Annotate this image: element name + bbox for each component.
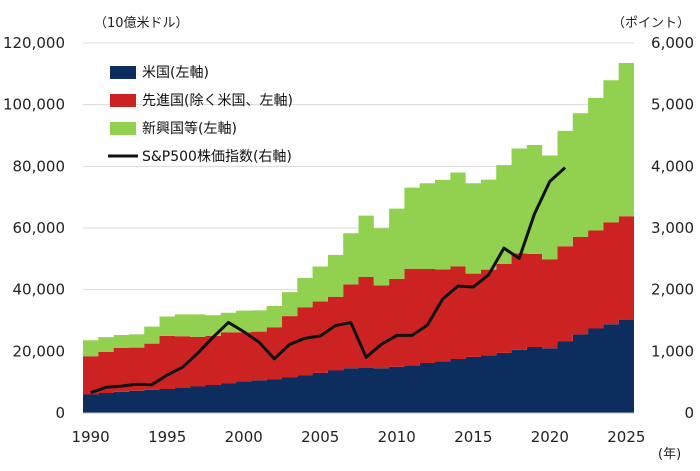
area-series-1 (83, 216, 634, 395)
x-tick-label: 2010 (378, 428, 416, 446)
right-axis-unit: （ポイント） (612, 16, 690, 31)
left-tick-label: 40,000 (13, 281, 66, 299)
legend-label-3: S&P500株価指数(右軸) (142, 149, 292, 165)
left-tick-label: 120,000 (3, 34, 65, 52)
left-tick-label: 60,000 (13, 219, 66, 237)
sp500-line (90, 166, 567, 395)
left-tick-label: 20,000 (13, 342, 66, 360)
right-tick-label: 6,000 (651, 34, 694, 52)
legend-swatch-1 (110, 94, 136, 107)
right-tick-label: 2,000 (651, 281, 694, 299)
x-tick-label: 1990 (72, 428, 110, 446)
left-axis-unit: （10億米ドル） (94, 15, 189, 31)
right-tick-label: 3,000 (651, 219, 694, 237)
right-tick-label: 4,000 (651, 157, 694, 175)
left-tick-label: 80,000 (13, 157, 66, 175)
x-tick-label: 2005 (301, 428, 339, 446)
right-tick-label: 5,000 (651, 96, 694, 114)
x-tick-label: 2020 (531, 428, 569, 446)
x-axis-unit: (年) (658, 447, 681, 462)
left-tick-label: 100,000 (3, 96, 65, 114)
legend-label-1: 先進国(除く米国、左軸) (142, 93, 293, 109)
legend-label-2: 新興国等(左軸) (142, 120, 237, 137)
right-tick-label: 1,000 (651, 342, 694, 360)
left-tick-label: 0 (55, 404, 65, 422)
axes: 0 0 20,000 1,000 40,000 2,000 60,000 3,000 80,00… (3, 34, 694, 446)
area-series-2 (83, 63, 634, 357)
stacked-areas (83, 63, 634, 413)
x-tick-label: 2025 (607, 428, 645, 446)
legend: 米国(左軸) 先進国(除く米国、左軸) 新興国等(左軸) S&P500株価指数(右軸) (108, 65, 293, 165)
legend-swatch-0 (110, 66, 136, 79)
x-tick-label: 1995 (148, 428, 186, 446)
legend-label-0: 米国(左軸) (142, 65, 209, 81)
right-tick-label: 0 (684, 404, 694, 422)
area-series-0 (83, 319, 634, 413)
x-tick-label: 2015 (454, 428, 492, 446)
sp500-polyline (90, 166, 567, 395)
x-tick-label: 2000 (225, 428, 263, 446)
legend-swatch-2 (110, 122, 136, 135)
